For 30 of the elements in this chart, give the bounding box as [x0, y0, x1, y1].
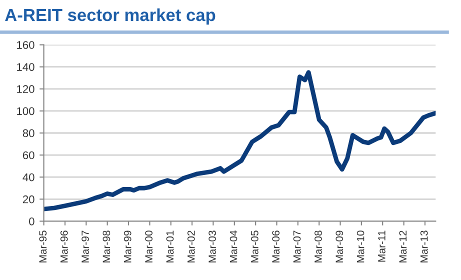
- y-tick-label: 160: [17, 41, 34, 49]
- x-tick-label: Mar-09: [336, 230, 344, 262]
- x-tick-label: Mar-01: [166, 230, 174, 262]
- x-tick-label: Mar-06: [272, 230, 280, 262]
- y-tick-label: 20: [22, 195, 34, 204]
- y-tick-label: 0: [29, 217, 34, 226]
- x-tick-label: Mar-02: [187, 230, 195, 262]
- line-series: [44, 70, 436, 212]
- y-tick-label: 120: [17, 85, 34, 94]
- x-tick-label: Mar-05: [250, 230, 258, 262]
- y-tick-label: 100: [17, 107, 34, 116]
- x-tick-label: Mar-00: [145, 230, 153, 262]
- x-tick-label: Mar-12: [399, 230, 407, 262]
- x-tick-label: Mar-98: [102, 230, 110, 262]
- x-tick-label: Mar-96: [60, 230, 68, 262]
- y-tick-label: 40: [22, 173, 34, 182]
- y-tick-label: 60: [22, 151, 34, 160]
- x-tick-label: Mar-10: [356, 230, 364, 262]
- x-tick-label: Mar-08: [314, 230, 322, 262]
- x-tick-label: Mar-11: [378, 230, 386, 262]
- chart-title: A-REIT sector market cap: [5, 8, 216, 25]
- y-tick-label: 80: [22, 129, 34, 138]
- x-tick-label: Mar-97: [82, 230, 89, 262]
- y-tick-label: 140: [17, 63, 34, 71]
- x-tick-label: Mar-13: [420, 230, 428, 262]
- x-tick-label: Mar-99: [124, 230, 132, 262]
- x-tick-label: Mar-95: [39, 230, 47, 262]
- x-tick-label: Mar-04: [230, 230, 238, 262]
- x-tick-label: Mar-07: [293, 230, 301, 262]
- x-tick-label: Mar-03: [208, 230, 216, 262]
